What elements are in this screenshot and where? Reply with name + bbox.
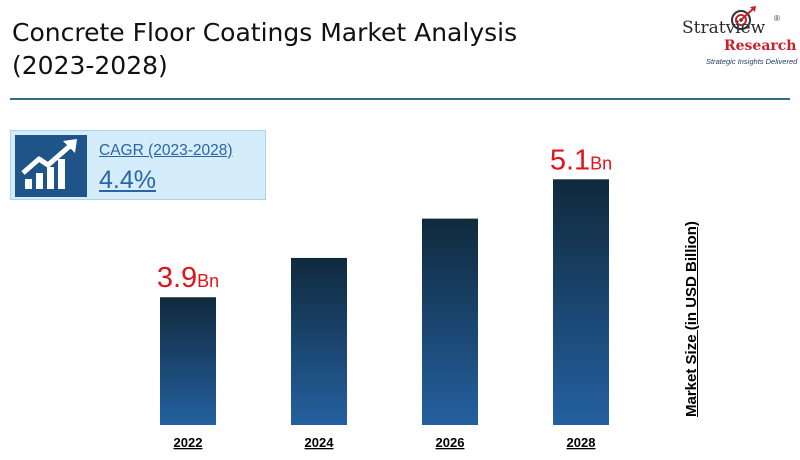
data-labels: 3.9Bn 5.1Bn <box>157 144 612 294</box>
bar-2026 <box>422 218 478 425</box>
header-divider <box>10 98 790 100</box>
chart-title: Concrete Floor Coatings Market Analysis … <box>12 16 517 82</box>
title-line-1: Concrete Floor Coatings Market Analysis <box>12 18 518 47</box>
cagr-value: 4.4% <box>99 166 156 194</box>
logo-brand: Stratview <box>682 18 766 38</box>
data-label-2022: 3.9Bn <box>157 262 219 294</box>
data-label-2028: 5.1Bn <box>550 144 612 176</box>
title-line-2: (2023-2028) <box>12 51 168 80</box>
cagr-callout: CAGR (2023-2028) 4.4% <box>10 130 266 200</box>
cagr-label: CAGR (2023-2028) <box>99 142 233 159</box>
bar-2022 <box>160 297 216 425</box>
x-tick-2026: 2026 <box>436 435 465 450</box>
x-tick-2024: 2024 <box>305 435 335 450</box>
bar-group <box>160 179 609 425</box>
logo-research: Research <box>724 38 797 54</box>
x-tick-2028: 2028 <box>567 435 596 450</box>
logo-registered-mark: ® <box>774 14 780 23</box>
bar-2024 <box>291 257 347 425</box>
bar-2028 <box>553 179 609 425</box>
growth-chart-arrow-icon <box>15 135 87 197</box>
logo-tagline: Strategic Insights Delivered <box>706 57 798 66</box>
x-tick-2022: 2022 <box>174 435 203 450</box>
target-arrow-icon <box>731 6 756 30</box>
y-axis-label: Market Size (in USD Billion) <box>683 221 700 417</box>
x-tick-labels: 2022 2024 2026 2028 <box>174 435 596 450</box>
stratview-logo: Stratview ® Research Strategic Insights … <box>668 6 798 68</box>
